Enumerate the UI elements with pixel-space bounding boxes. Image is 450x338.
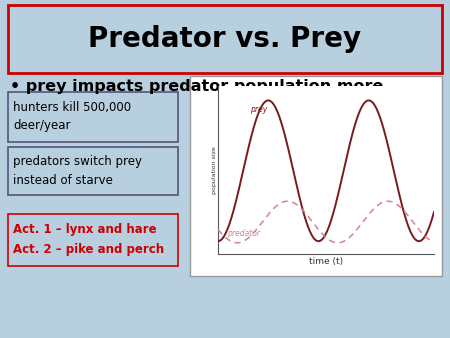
- Text: predators switch prey
instead of starve: predators switch prey instead of starve: [13, 155, 142, 187]
- Text: Act. 1 – lynx and hare
Act. 2 – pike and perch: Act. 1 – lynx and hare Act. 2 – pike and…: [13, 223, 164, 257]
- Text: • prey impacts predator population more: • prey impacts predator population more: [10, 78, 383, 94]
- Text: Predator vs. Prey: Predator vs. Prey: [89, 25, 361, 53]
- X-axis label: time (t): time (t): [309, 257, 343, 266]
- Text: predator: predator: [227, 229, 260, 238]
- Y-axis label: population size: population size: [212, 146, 216, 194]
- Bar: [8, 92, 178, 142]
- Bar: [8, 147, 178, 195]
- Bar: [8, 214, 178, 266]
- Bar: [8, 5, 442, 73]
- Bar: [190, 76, 442, 276]
- Text: prey: prey: [250, 105, 267, 115]
- Text: hunters kill 500,000
deer/year: hunters kill 500,000 deer/year: [13, 101, 131, 132]
